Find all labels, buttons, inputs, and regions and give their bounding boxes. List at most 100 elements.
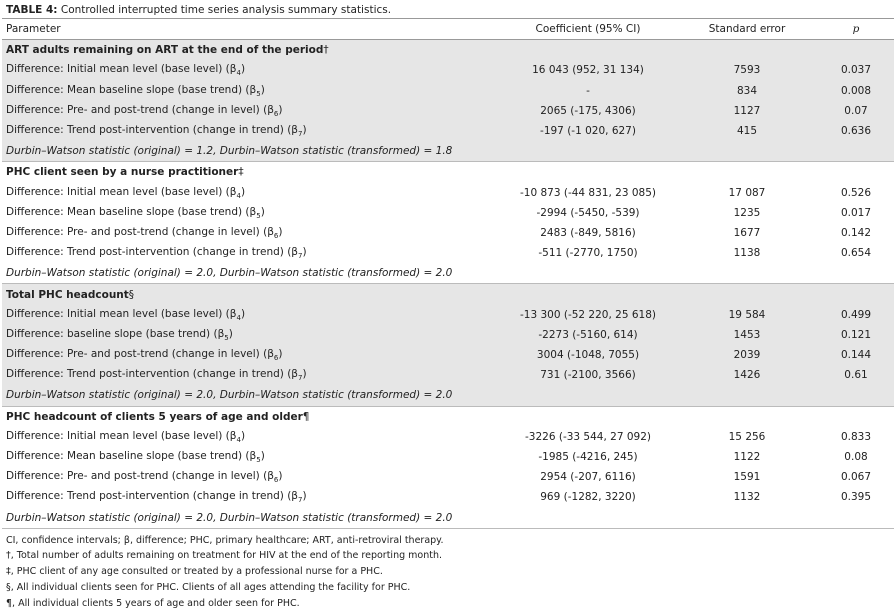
footnote: §, All individual clients seen for PHC. … xyxy=(6,582,411,594)
section-heading-row: PHC client seen by a nurse practitioner‡ xyxy=(2,162,894,183)
footnote-mark: ‡ xyxy=(238,166,244,179)
data-row: Difference: Mean baseline slope (base tr… xyxy=(2,203,894,223)
coefficient-cell: 2065 (-175, 4306) xyxy=(500,100,676,121)
section-heading: ART adults remaining on ART at the end o… xyxy=(2,39,894,61)
p-value-cell: 0.395 xyxy=(840,491,872,504)
coefficient-cell: - xyxy=(500,80,676,101)
p-value-cell: 0.61 xyxy=(818,365,894,386)
p-value-cell: 0.037 xyxy=(818,60,894,81)
parameter-text: ) xyxy=(240,307,246,320)
parameter-cell: Difference: Pre- and post-trend (change … xyxy=(2,100,500,121)
standard-error-cell: 1235 xyxy=(733,206,761,219)
table-title: TABLE 4: Controlled interrupted time ser… xyxy=(2,0,894,19)
standard-error-cell: 17 087 xyxy=(728,186,766,199)
standard-error-cell: 1426 xyxy=(676,365,818,386)
parameter-text: ) xyxy=(302,246,307,259)
standard-error-cell: 1132 xyxy=(733,491,761,504)
parameter-subscript: 6 xyxy=(273,232,279,241)
p-value-cell: 0.833 xyxy=(840,430,872,443)
coefficient-cell: 969 (-1282, 3220) xyxy=(540,491,636,504)
parameter-cell: Difference: Mean baseline slope (base tr… xyxy=(2,203,500,223)
parameter-cell: Difference: Initial mean level (base lev… xyxy=(2,183,500,203)
parameter-text: Difference: Trend post-intervention (cha… xyxy=(6,123,298,136)
table: Parameter Coefficient (95% CI) Standard … xyxy=(2,19,894,529)
coefficient-cell: 3004 (-1048, 7055) xyxy=(500,345,676,366)
parameter-cell: Difference: Trend post-intervention (cha… xyxy=(2,243,500,263)
parameter-subscript: 5 xyxy=(256,89,261,98)
durbin-watson-note: Durbin–Watson statistic (original) = 2.0… xyxy=(2,385,894,407)
footnote: ¶, All individual clients 5 years of age… xyxy=(6,597,300,609)
coefficient-cell: -2994 (-5450, -539) xyxy=(536,206,640,219)
section-heading-row: PHC headcount of clients 5 years of age … xyxy=(2,406,894,427)
parameter-text: Difference: Mean baseline slope (base tr… xyxy=(6,205,257,218)
parameter-cell: Difference: Trend post-intervention (cha… xyxy=(2,120,500,142)
parameter-text: ) xyxy=(278,103,283,116)
standard-error-cell: 834 xyxy=(676,80,818,101)
parameter-text: ) xyxy=(278,348,283,361)
parameter-text: Difference: Pre- and post-trend (change … xyxy=(6,348,274,361)
note-row: Durbin–Watson statistic (original) = 1.2… xyxy=(2,141,894,163)
standard-error-cell: 19 584 xyxy=(676,304,818,325)
parameter-text: ) xyxy=(302,490,307,503)
data-row: Difference: Initial mean level (base lev… xyxy=(2,304,894,325)
footnote-mark: † xyxy=(323,44,329,57)
header-cell: Standard error xyxy=(676,19,818,41)
coefficient-cell: -10 873 (-44 831, 23 085) xyxy=(519,186,656,199)
standard-error-cell: 7593 xyxy=(676,60,818,81)
heading-text: ART adults remaining on ART at the end o… xyxy=(6,44,324,57)
parameter-text: Difference: Initial mean level (base lev… xyxy=(6,429,237,442)
standard-error-cell: 1122 xyxy=(733,451,761,464)
footnote: ‡, PHC client of any age consulted or tr… xyxy=(6,566,383,578)
parameter-subscript: 4 xyxy=(236,191,241,200)
parameter-cell: Difference: Initial mean level (base lev… xyxy=(2,60,500,81)
p-value-cell: 0.144 xyxy=(818,345,894,366)
coefficient-cell: 2483 (-849, 5816) xyxy=(540,226,636,239)
standard-error-cell: 2039 xyxy=(676,345,818,366)
note-row: Durbin–Watson statistic (original) = 2.0… xyxy=(2,263,894,285)
standard-error-cell: 415 xyxy=(676,120,818,142)
coefficient-cell: -1985 (-4216, 245) xyxy=(538,451,638,464)
parameter-cell: Difference: Mean baseline slope (base tr… xyxy=(2,80,500,101)
parameter-cell: Difference: Trend post-intervention (cha… xyxy=(2,487,500,507)
parameter-subscript: 7 xyxy=(298,374,303,383)
parameter-cell: Difference: Initial mean level (base lev… xyxy=(2,427,500,447)
data-row: Difference: Mean baseline slope (base tr… xyxy=(2,80,894,101)
parameter-text: ) xyxy=(278,470,283,483)
data-row: Difference: Trend post-intervention (cha… xyxy=(2,365,894,386)
header-cell: Coefficient (95% CI) xyxy=(500,19,676,41)
footnote-mark: § xyxy=(128,288,135,301)
coefficient-cell: 2954 (-207, 6116) xyxy=(540,471,636,484)
standard-error-cell: 1591 xyxy=(733,471,761,484)
heading-text: Total PHC headcount xyxy=(6,288,129,301)
data-row: Difference: Initial mean level (base lev… xyxy=(2,183,894,203)
parameter-subscript: 4 xyxy=(236,313,241,322)
section-heading: PHC headcount of clients 5 years of age … xyxy=(2,406,894,427)
p-value-cell: 0.636 xyxy=(818,120,894,142)
parameter-text: ) xyxy=(260,205,265,218)
p-value-cell: 0.142 xyxy=(840,226,872,239)
parameter-text: Difference: Mean baseline slope (base tr… xyxy=(6,449,257,462)
parameter-cell: Difference: Initial mean level (base lev… xyxy=(2,304,500,325)
parameter-subscript: 7 xyxy=(298,496,303,505)
standard-error-cell: 1677 xyxy=(733,226,761,239)
p-value-cell: 0.499 xyxy=(818,304,894,325)
standard-error-cell: 1138 xyxy=(733,247,761,260)
p-value-cell: 0.121 xyxy=(818,324,894,345)
parameter-text: Difference: Trend post-intervention (cha… xyxy=(6,246,298,259)
coefficient-cell: 16 043 (952, 31 134) xyxy=(500,60,676,81)
parameter-text: ) xyxy=(240,63,246,76)
parameter-cell: Difference: Trend post-intervention (cha… xyxy=(2,365,500,386)
parameter-cell: Difference: baseline slope (base trend) … xyxy=(2,324,500,345)
section-heading-row: ART adults remaining on ART at the end o… xyxy=(2,39,894,61)
standard-error-cell: 1127 xyxy=(676,100,818,121)
parameter-subscript: 5 xyxy=(256,211,261,220)
coefficient-cell: -13 300 (-52 220, 25 618) xyxy=(500,304,676,325)
note-row: Durbin–Watson statistic (original) = 2.0… xyxy=(2,385,894,407)
section-heading: PHC client seen by a nurse practitioner‡ xyxy=(2,162,894,183)
title-label: TABLE 4: xyxy=(6,4,58,16)
p-value-cell: 0.08 xyxy=(844,451,868,464)
parameter-text: ) xyxy=(228,327,233,340)
parameter-text: ) xyxy=(302,123,307,136)
title-text: Controlled interrupted time series analy… xyxy=(60,4,392,16)
